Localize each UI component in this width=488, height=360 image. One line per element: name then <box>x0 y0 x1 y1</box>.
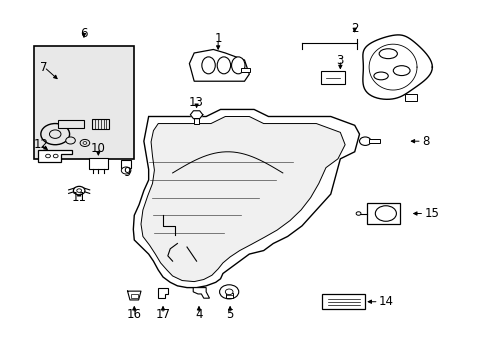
Text: 15: 15 <box>424 207 438 220</box>
Circle shape <box>65 137 75 144</box>
Circle shape <box>83 141 87 144</box>
Text: 4: 4 <box>195 307 203 320</box>
Text: 1: 1 <box>214 32 222 45</box>
Circle shape <box>80 139 89 147</box>
Ellipse shape <box>231 57 244 74</box>
Circle shape <box>121 167 131 174</box>
Text: 5: 5 <box>226 307 233 320</box>
Text: 13: 13 <box>189 96 203 109</box>
Bar <box>366 203 399 224</box>
Text: 3: 3 <box>336 54 344 67</box>
Polygon shape <box>190 111 203 119</box>
Bar <box>89 158 108 170</box>
Ellipse shape <box>373 72 387 80</box>
Bar <box>241 68 249 72</box>
Circle shape <box>225 289 232 294</box>
Circle shape <box>53 154 58 158</box>
Polygon shape <box>362 35 431 99</box>
Circle shape <box>375 206 396 221</box>
Bar <box>321 71 345 84</box>
Text: 8: 8 <box>421 135 428 148</box>
Circle shape <box>355 212 360 215</box>
Bar <box>225 293 232 298</box>
Text: 7: 7 <box>41 60 48 73</box>
Polygon shape <box>39 150 72 162</box>
Circle shape <box>45 154 50 158</box>
Bar <box>131 294 137 298</box>
Circle shape <box>219 285 238 299</box>
Circle shape <box>359 137 370 145</box>
Circle shape <box>77 189 81 192</box>
Text: 6: 6 <box>80 27 87 40</box>
Text: 11: 11 <box>72 191 86 204</box>
Polygon shape <box>158 288 167 298</box>
Bar <box>58 120 84 128</box>
Polygon shape <box>127 291 141 300</box>
Text: 12: 12 <box>33 138 48 151</box>
Polygon shape <box>141 117 345 282</box>
Text: 9: 9 <box>123 166 131 179</box>
Text: 14: 14 <box>378 295 393 308</box>
Bar <box>92 118 109 129</box>
Ellipse shape <box>217 57 230 74</box>
Bar <box>368 139 379 143</box>
Text: 10: 10 <box>91 142 105 155</box>
Polygon shape <box>189 49 249 81</box>
Bar <box>404 94 416 100</box>
Bar <box>322 294 365 310</box>
Polygon shape <box>193 288 209 298</box>
Text: 17: 17 <box>155 307 170 320</box>
Ellipse shape <box>378 49 397 59</box>
Bar <box>121 160 131 168</box>
Ellipse shape <box>392 66 409 76</box>
Circle shape <box>41 123 69 145</box>
Polygon shape <box>133 109 359 288</box>
Text: 16: 16 <box>126 307 142 320</box>
Text: 2: 2 <box>350 22 358 35</box>
Circle shape <box>49 130 61 138</box>
Bar <box>34 46 134 159</box>
Circle shape <box>73 186 85 195</box>
Bar <box>194 118 199 123</box>
Ellipse shape <box>202 57 215 74</box>
